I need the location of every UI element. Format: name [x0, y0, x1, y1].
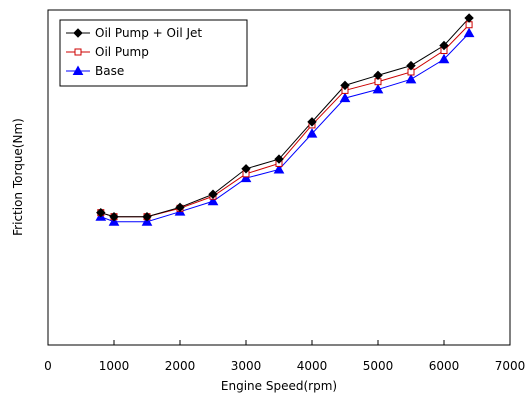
series-2-point-4 [207, 195, 219, 206]
x-tick-label-0: 0 [44, 359, 52, 373]
x-tick-label-1000: 1000 [99, 359, 130, 373]
x-tick-label-4000: 4000 [297, 359, 328, 373]
series-0-point-7 [307, 117, 317, 127]
series-2-point-10 [405, 73, 417, 84]
series-0-point-11 [439, 40, 449, 51]
x-axis-label: Engine Speed(rpm) [221, 379, 337, 393]
legend-marker-1 [74, 48, 82, 56]
x-axis-ticks [47, 340, 511, 345]
series-2-point-8 [339, 92, 351, 103]
series-2-point-9 [372, 83, 384, 94]
legend-marker-2 [72, 65, 84, 75]
series-0-point-6 [274, 154, 284, 164]
series-0-point-0 [96, 207, 106, 218]
legend-marker-0 [73, 28, 83, 38]
series-0-point-5 [241, 164, 251, 174]
plot-area-frame [47, 9, 511, 346]
legend: Oil Pump + Oil Jet Oil Pump Base [59, 19, 248, 87]
series-0-point-8 [340, 80, 350, 91]
series-0-point-10 [406, 60, 416, 71]
series-0-point-9 [373, 70, 383, 81]
series-0-point-1 [109, 211, 119, 222]
x-tick-label-3000: 3000 [231, 359, 262, 373]
x-tick-label-7000: 7000 [495, 359, 525, 373]
series-markers [95, 13, 475, 226]
y-axis-label: Friction Torque(Nm) [11, 118, 25, 236]
x-tick-label-2000: 2000 [165, 359, 196, 373]
series-2-point-12 [463, 27, 475, 38]
x-tick-label-6000: 6000 [429, 359, 460, 373]
series-2-point-7 [306, 128, 318, 138]
series-2-point-6 [273, 163, 285, 174]
series-0-point-3 [175, 202, 185, 213]
legend-label-2: Base [95, 64, 124, 78]
series-0-point-2 [142, 211, 152, 222]
x-axis-tick-labels: 0 1000 2000 3000 4000 5000 6000 7000 [44, 359, 525, 373]
legend-label-1: Oil Pump [95, 45, 149, 59]
series-0-point-4 [208, 189, 218, 199]
x-tick-label-5000: 5000 [363, 359, 394, 373]
legend-label-0: Oil Pump + Oil Jet [95, 26, 202, 40]
legend-box [59, 19, 248, 87]
series-0-point-12 [464, 13, 474, 23]
series-2-point-5 [240, 172, 252, 183]
series-2-point-11 [438, 53, 450, 64]
